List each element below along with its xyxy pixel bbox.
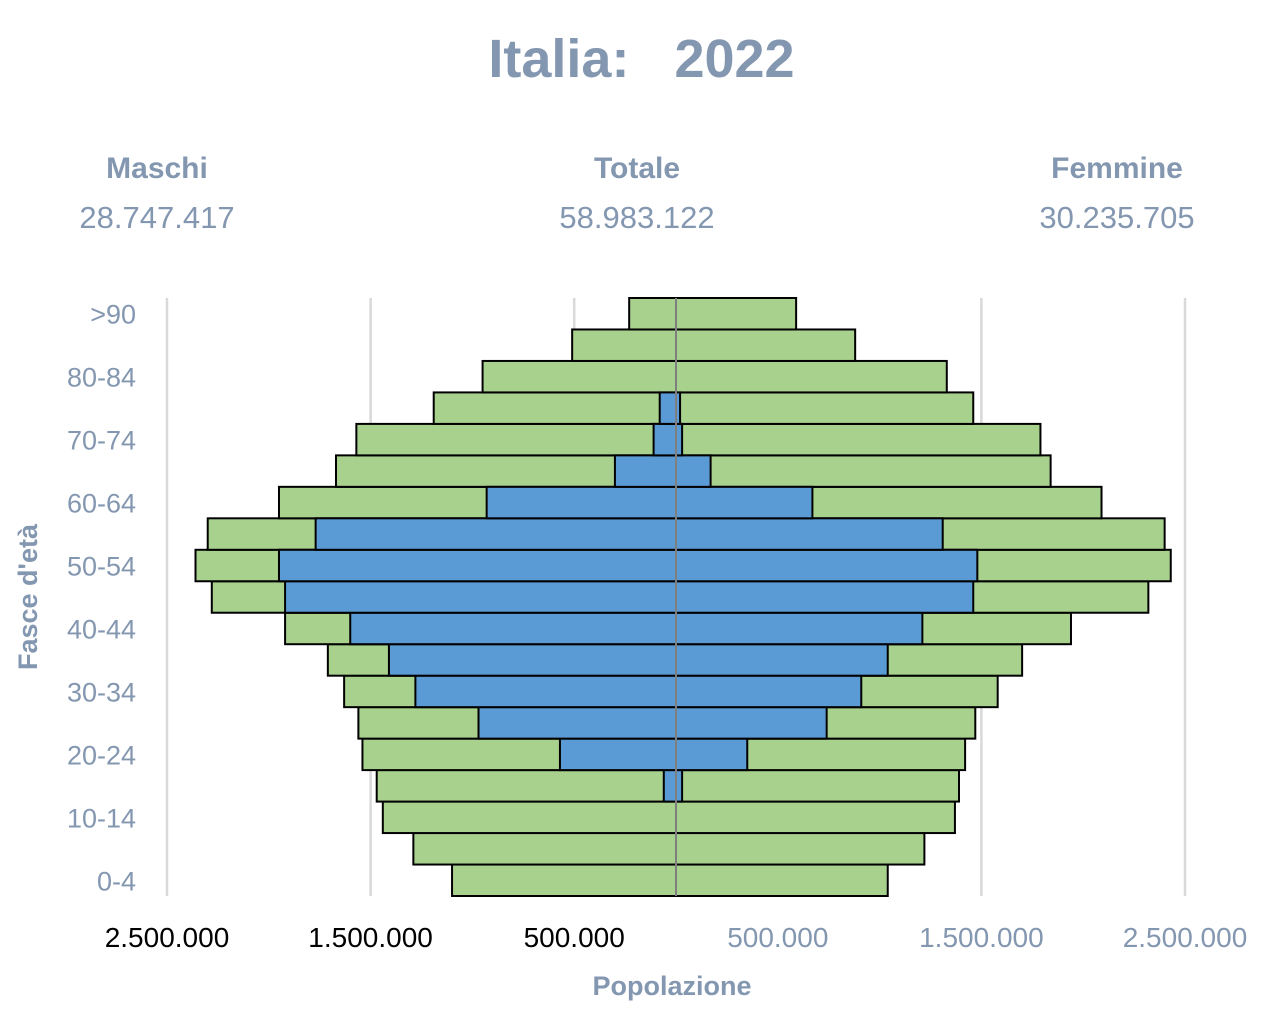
bar-left-outer-80-84 xyxy=(481,359,677,394)
bar-right-inner-50-54 xyxy=(675,548,979,583)
y-tick-label: 80-84 xyxy=(67,363,136,393)
x-tick-label: 2.500.000 xyxy=(1123,922,1248,953)
bar-left-inner-60-64 xyxy=(485,485,678,520)
males-label: Maschi xyxy=(106,152,208,185)
bar-right-inner-65-69 xyxy=(675,454,712,488)
bar-left-inner-15-19 xyxy=(662,769,677,803)
x-tick-label: 1.500.000 xyxy=(919,922,1044,953)
y-tick-label: 10-14 xyxy=(67,803,136,833)
bar-right-outer-5-9 xyxy=(675,832,926,866)
bar-right-inner-45-49 xyxy=(675,580,975,614)
bar-right-outer-15-19 xyxy=(675,769,961,803)
bar-left-outer-10-14 xyxy=(381,800,677,835)
bar-right-outer-80-84 xyxy=(675,359,948,394)
bar-left-inner-70-74 xyxy=(652,422,678,457)
x-tick-label: 2.500.000 xyxy=(105,922,230,953)
x-axis-label: Popolazione xyxy=(592,971,751,1001)
chart-title: Italia: 2022 xyxy=(488,29,795,89)
bar-left-inner-30-34 xyxy=(414,674,677,709)
males-summary: Maschi 28.747.417 xyxy=(27,152,287,236)
x-tick-label: 500.000 xyxy=(524,922,625,953)
bar-left-inner-75-79 xyxy=(658,391,677,425)
bar-left-inner-35-39 xyxy=(387,643,677,677)
females-summary: Femmine 30.235.705 xyxy=(987,152,1247,236)
x-tick-label: 500.000 xyxy=(727,922,828,953)
bar-right-inner-60-64 xyxy=(675,485,814,520)
y-tick-label: 30-34 xyxy=(67,677,136,707)
bar-left-outer-75-79 xyxy=(432,391,677,425)
bar-left-inner-65-69 xyxy=(613,454,677,488)
males-value: 28.747.417 xyxy=(79,200,235,235)
bar-right-inner-20-24 xyxy=(675,737,749,772)
y-tick-label: 20-24 xyxy=(67,740,136,770)
bar-left-inner-40-44 xyxy=(349,611,677,646)
bar-left-inner-25-29 xyxy=(477,706,677,740)
bar-right-outer-85-89 xyxy=(675,328,857,362)
bar-left-inner-50-54 xyxy=(277,548,677,583)
bar-right-outer-65-69 xyxy=(675,454,1052,488)
bar-left-outer-5-9 xyxy=(412,832,677,866)
bars xyxy=(194,297,1172,897)
bar-left-outer->90 xyxy=(628,297,677,331)
y-tick-labels: 0-4 10-14 20-24 30-34 40-44 50-54 60-64 70-74 80… xyxy=(67,300,136,897)
bar-left-inner-20-24 xyxy=(558,737,677,772)
bar-left-inner-55-59 xyxy=(314,517,677,551)
bar-right-inner-55-59 xyxy=(675,517,944,551)
bar-right-inner-35-39 xyxy=(675,643,889,677)
bar-right-outer-10-14 xyxy=(675,800,956,835)
bar-left-outer-85-89 xyxy=(571,328,677,362)
bar-right-inner-25-29 xyxy=(675,706,828,740)
bar-right-outer-0-4 xyxy=(675,863,889,897)
total-summary: Totale 58.983.122 xyxy=(507,152,767,236)
bar-right-outer->90 xyxy=(675,297,798,331)
y-tick-label: >90 xyxy=(90,300,136,330)
y-tick-label: 60-64 xyxy=(67,489,136,519)
females-value: 30.235.705 xyxy=(1039,200,1195,235)
y-tick-label: 70-74 xyxy=(67,426,136,456)
bar-left-outer-70-74 xyxy=(355,422,677,457)
y-tick-label: 0-4 xyxy=(97,866,136,896)
total-value: 58.983.122 xyxy=(559,200,715,235)
bar-right-inner-40-44 xyxy=(675,611,924,646)
total-label: Totale xyxy=(593,152,681,185)
bar-left-outer-15-19 xyxy=(375,769,677,803)
bar-left-outer-0-4 xyxy=(451,863,678,897)
bar-right-outer-75-79 xyxy=(675,391,975,425)
x-tick-label: 1.500.000 xyxy=(308,922,433,953)
bar-left-inner-45-49 xyxy=(284,580,677,614)
y-axis-label: Fasce d'età xyxy=(13,523,43,670)
bar-right-outer-70-74 xyxy=(675,422,1042,457)
females-label: Femmine xyxy=(1051,152,1183,185)
x-tick-labels: 2.500.000 1.500.000 500.000 500.000 1.500.00… xyxy=(105,922,1248,953)
y-tick-label: 50-54 xyxy=(67,552,136,582)
y-tick-label: 40-44 xyxy=(67,614,136,644)
bar-right-inner-30-34 xyxy=(675,674,863,709)
